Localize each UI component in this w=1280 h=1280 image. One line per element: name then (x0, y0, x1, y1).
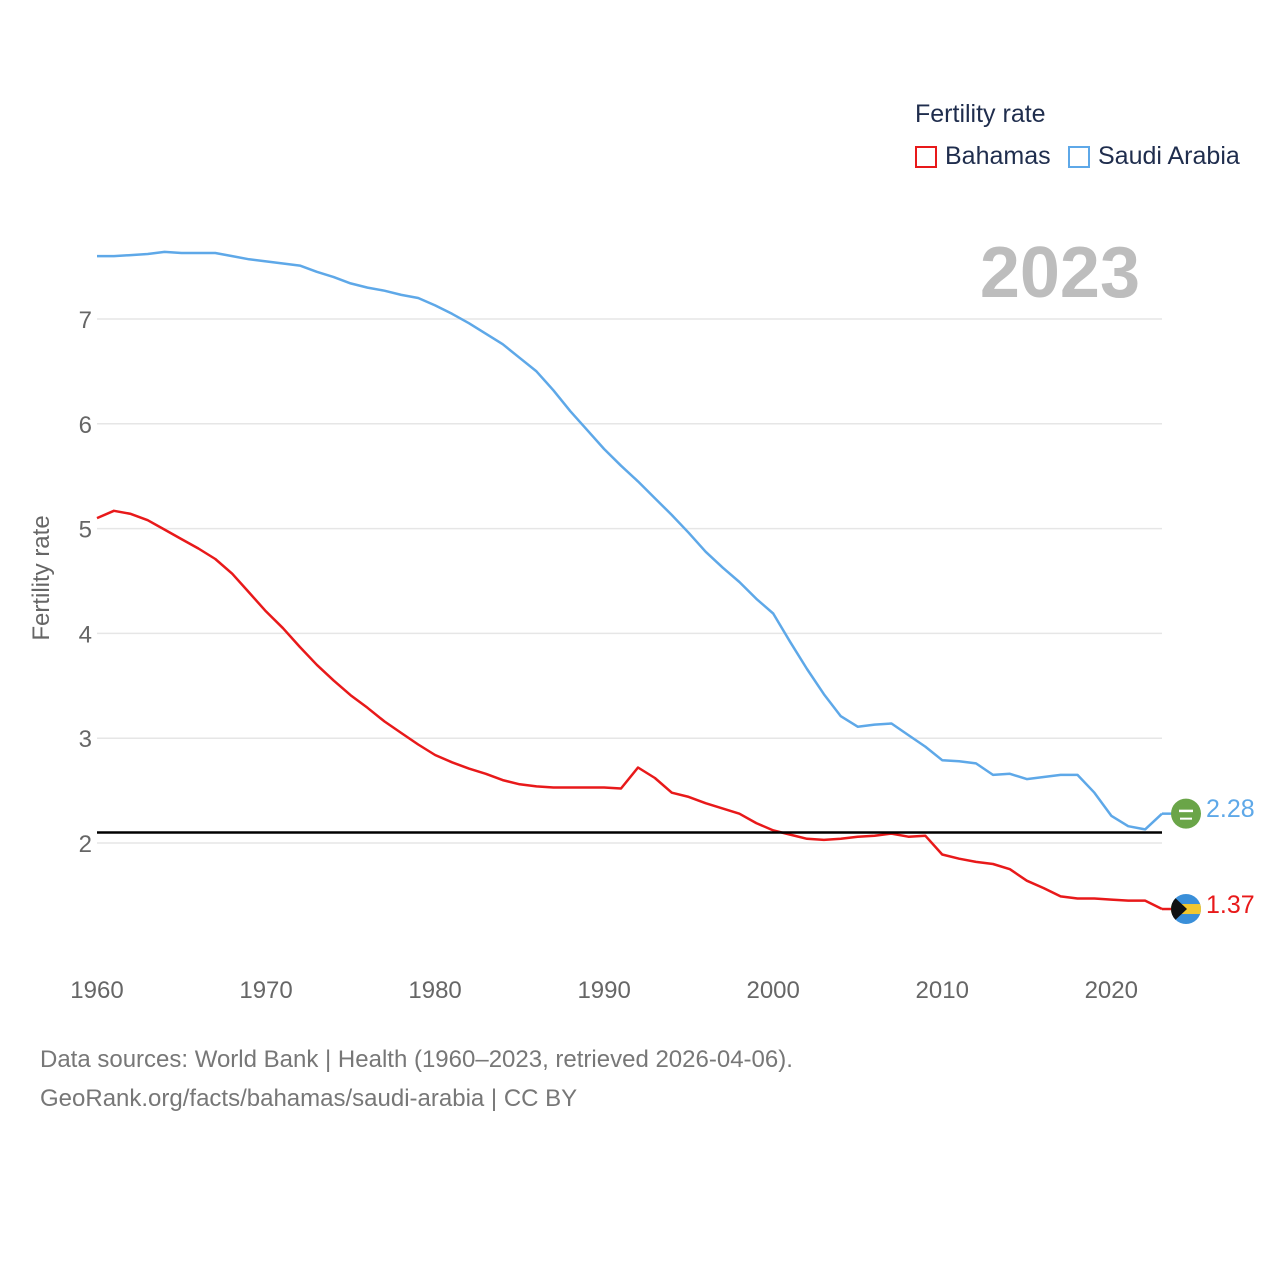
legend-label-bahamas: Bahamas (945, 142, 1051, 170)
series-line-saudi-arabia (97, 250, 1163, 831)
x-tick-1960: 1960 (70, 977, 123, 1004)
saudi-arabia-flag-sword-icon (1180, 817, 1192, 820)
x-tick-2000: 2000 (746, 977, 799, 1004)
x-tick-2020: 2020 (1085, 977, 1138, 1004)
series-line-bahamas (96, 509, 1163, 911)
y-tick-6: 6 (79, 412, 92, 439)
y-axis-label: Fertility rate (28, 515, 55, 641)
source-line-1: Data sources: World Bank | Health (1960–… (40, 1046, 793, 1073)
legend-title: Fertility rate (915, 100, 1046, 128)
legend-swatch-saudi-arabia (1068, 145, 1090, 168)
bahamas-flag-icon (1171, 894, 1201, 925)
source-line-2[interactable]: GeoRank.org/facts/bahamas/saudi-arabia |… (40, 1085, 578, 1112)
x-tick-1980: 1980 (408, 977, 461, 1004)
y-tick-7: 7 (79, 307, 92, 334)
x-tick-1990: 1990 (577, 977, 630, 1004)
end-value-saudi-arabia: 2.28 (1206, 795, 1255, 823)
legend-item-bahamas[interactable]: Bahamas (915, 142, 1051, 171)
y-tick-2: 2 (79, 831, 92, 858)
end-value-bahamas: 1.37 (1206, 891, 1255, 919)
saudi-arabia-flag-script-icon (1179, 809, 1193, 813)
legend-item-saudi-arabia[interactable]: Saudi Arabia (1068, 142, 1240, 171)
legend-swatch-bahamas (915, 145, 937, 168)
x-tick-1970: 1970 (239, 977, 292, 1004)
x-tick-2010: 2010 (916, 977, 969, 1004)
y-tick-5: 5 (79, 517, 92, 544)
y-tick-4: 4 (79, 621, 92, 648)
saudi-arabia-flag-icon (1171, 798, 1201, 829)
y-tick-3: 3 (79, 726, 92, 753)
year-watermark: 2023 (979, 233, 1140, 313)
legend-label-saudi-arabia: Saudi Arabia (1098, 142, 1240, 170)
